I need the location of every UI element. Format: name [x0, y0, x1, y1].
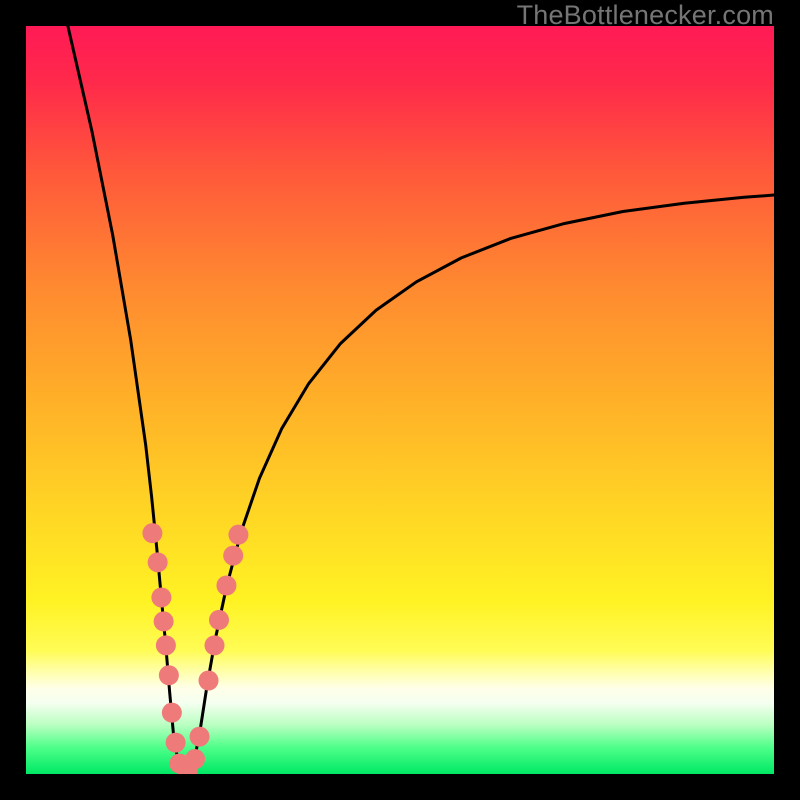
- plot-area: [26, 26, 774, 774]
- chart-overlay: [26, 26, 774, 774]
- chart-root: TheBottlenecker.com: [0, 0, 800, 800]
- data-marker: [162, 703, 182, 723]
- data-marker: [154, 611, 174, 631]
- watermark-text: TheBottlenecker.com: [517, 0, 774, 31]
- data-marker: [205, 635, 225, 655]
- data-marker: [216, 576, 236, 596]
- data-marker: [190, 727, 210, 747]
- data-marker: [151, 587, 171, 607]
- data-marker: [228, 525, 248, 545]
- data-marker: [223, 546, 243, 566]
- data-marker: [199, 671, 219, 691]
- data-marker: [209, 610, 229, 630]
- data-marker: [159, 665, 179, 685]
- marker-group: [142, 523, 248, 774]
- data-marker: [185, 749, 205, 769]
- data-marker: [156, 635, 176, 655]
- data-marker: [166, 733, 186, 753]
- data-marker: [142, 523, 162, 543]
- bottleneck-curve: [68, 26, 774, 774]
- data-marker: [148, 552, 168, 572]
